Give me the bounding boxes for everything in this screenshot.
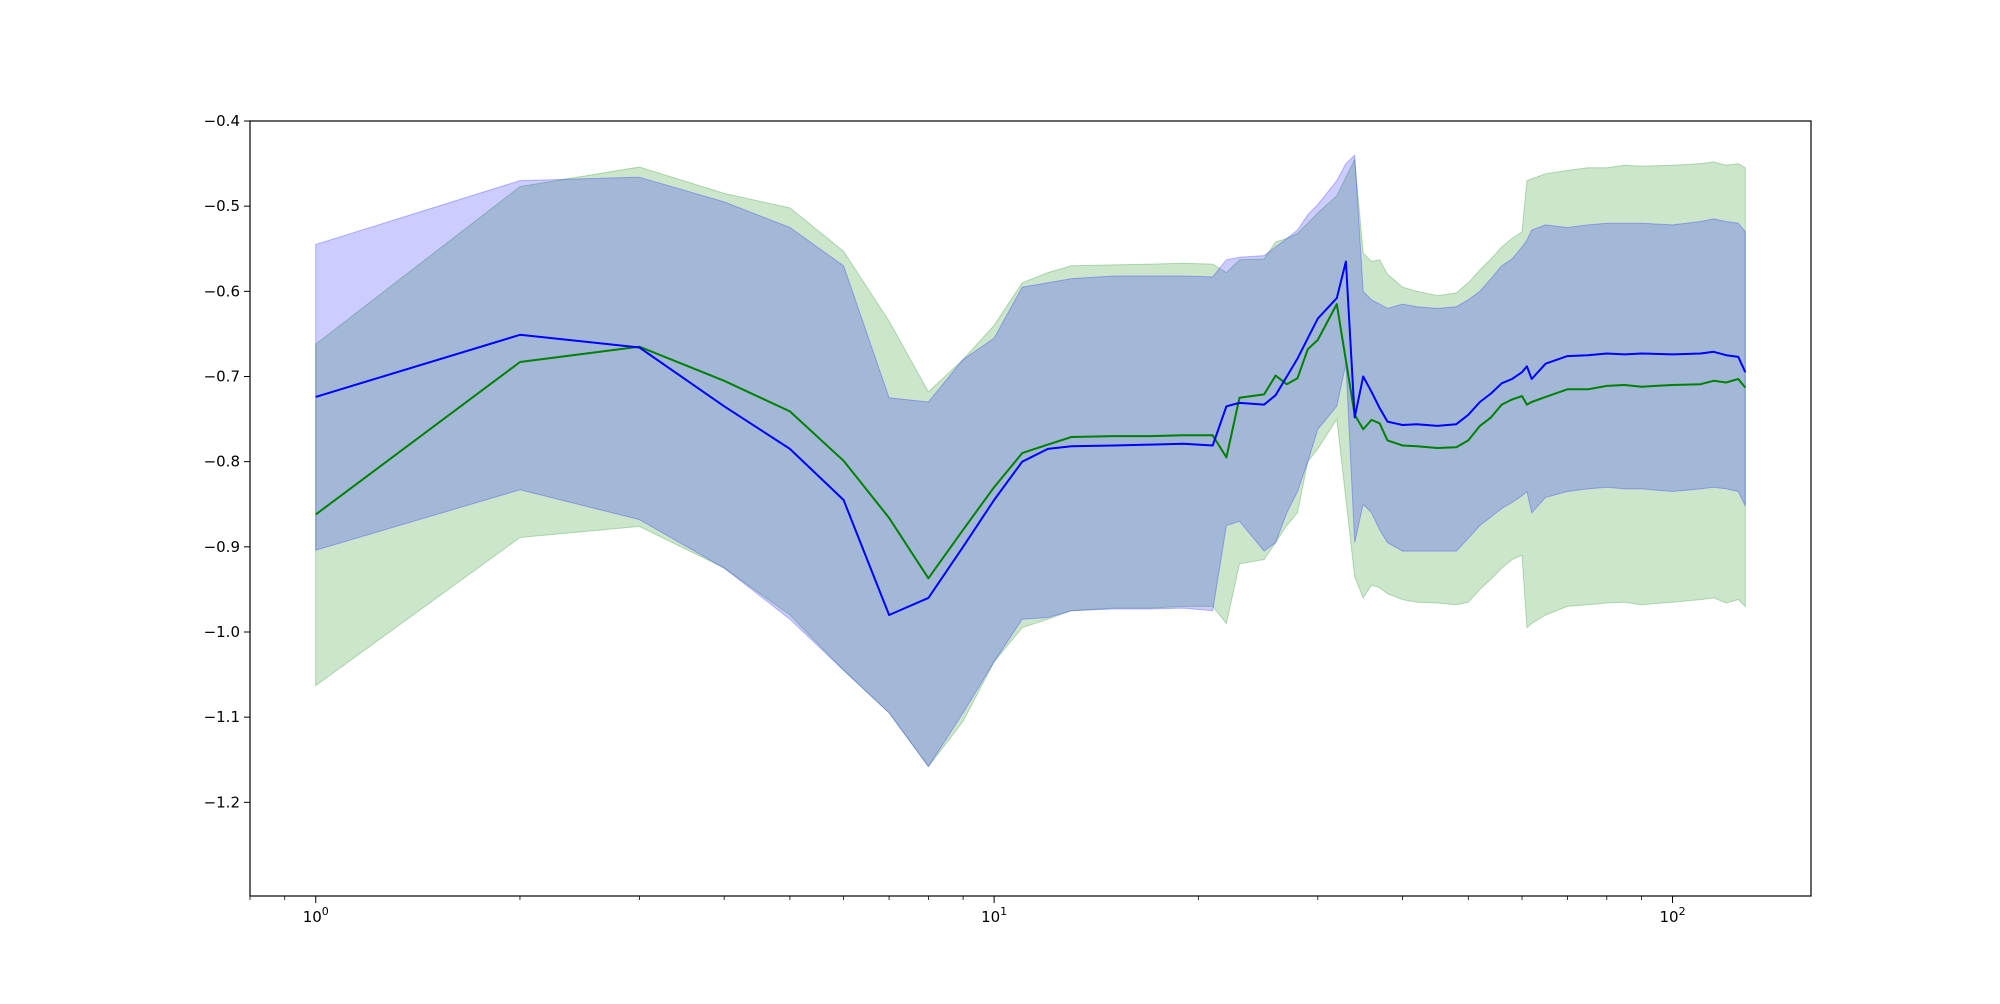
y-tick-label-8: −1.2 [204,793,240,811]
series-lines [315,260,1747,616]
y-tick-label-2: −0.6 [204,282,240,300]
y-tick-label-7: −1.1 [204,708,240,726]
x-tick-label-2: 102 [1659,905,1685,926]
y-axis: −0.4 −0.5 −0.6 −0.7 −0.8 −0.9 −1.0 −1.1 −1.2 [204,112,250,811]
x-tick-label-0: 100 [303,905,329,926]
series-0-line [315,303,1747,580]
y-tick-label-3: −0.7 [204,367,240,385]
y-tick-label-0: −0.4 [204,112,240,130]
plot-frame [249,120,1812,897]
series-1-line [315,260,1747,616]
x-axis: 100 101 102 [249,896,1686,926]
x-tick-label-1: 101 [981,905,1007,926]
confidence-bands [315,153,1746,768]
series-1-band [315,153,1746,768]
series-0-band [315,157,1746,768]
y-tick-label-5: −0.9 [204,538,240,556]
y-tick-label-1: −0.5 [204,197,240,215]
y-tick-label-6: −1.0 [204,623,240,641]
y-tick-label-4: −0.8 [204,453,240,471]
